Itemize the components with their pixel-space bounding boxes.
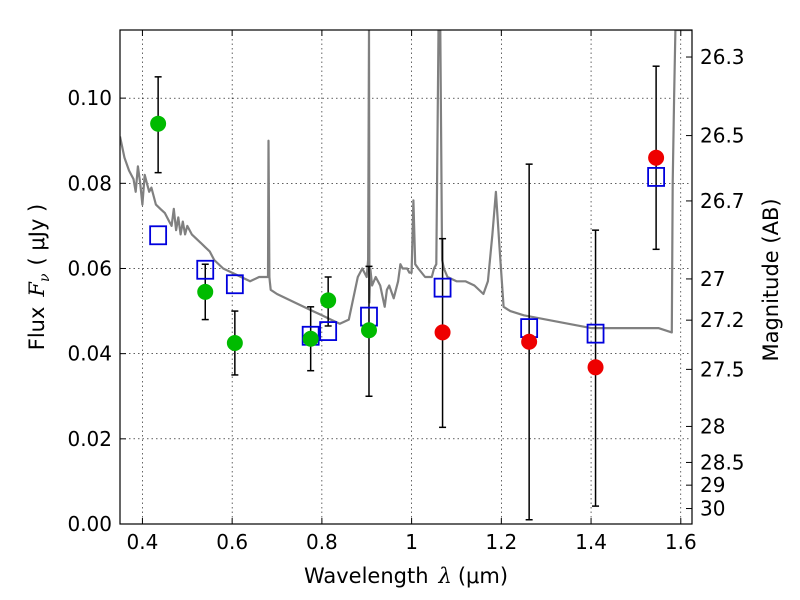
x-tick-label: 1 [405,530,418,554]
red-photometry-point [648,149,665,166]
y2-axis-label: Magnitude (AB) [759,198,783,361]
green-photometry-point [320,292,337,309]
green-photometry-point [197,283,214,300]
y-axis-label: Flux Fν ( μJy ) [25,204,53,350]
green-photometry-point [150,115,167,132]
x-tick-label: 1.4 [575,530,607,554]
red-photometry-point [434,324,451,341]
y-axis-label-unit: ( μJy ) [25,204,49,266]
x-axis-label: Wavelength λ (μm) [304,564,508,588]
x-tick-label: 1.6 [665,530,697,554]
x-tick-label: 0.8 [306,530,338,554]
y-tick-label: 0.06 [67,256,112,280]
red-photometry-point [521,333,538,350]
green-photometry-point [360,322,377,339]
model-square-marker [586,323,605,344]
model-square-marker [433,277,452,298]
x-tick-label: 0.6 [216,530,248,554]
y-tick-label: 0.00 [67,512,112,536]
x-tick-label: 1.2 [485,530,517,554]
mag-tick-label: 26.3 [700,45,745,69]
x-axis-label-unit: (μm) [458,564,508,588]
markers [149,65,666,521]
model-square-marker [647,167,666,187]
green-photometry-point [226,335,243,352]
x-axis-label-symbol: λ [438,564,452,588]
mag-tick-label: 28 [700,414,725,438]
y-axis-label-symbol: F [25,281,49,298]
y-tick-label: 0.08 [67,171,112,195]
mag-tick-label: 29 [700,473,725,497]
x-axis-label-prefix: Wavelength [304,564,429,588]
model-square-marker [149,225,168,246]
y-tick-label: 0.04 [67,342,112,366]
mag-tick-label: 27.2 [700,308,745,332]
y-tick-label: 0.02 [67,427,112,451]
model-spectrum-line [120,30,692,334]
model-square-marker [319,321,338,341]
y-axis-label-prefix: Flux [25,307,49,351]
plot-area [120,30,692,334]
model-square-marker [225,274,244,295]
model-square-marker [196,259,215,280]
mag-tick-label: 26.5 [700,124,745,148]
y-axis-label-subscript: ν [37,273,53,282]
mag-tick-label: 27 [700,267,725,291]
y-tick-label: 0.10 [67,86,112,110]
plot-frame [119,29,693,525]
mag-tick-label: 28.5 [700,450,745,474]
mag-tick-label: 30 [700,497,725,521]
mag-tick-label: 27.5 [700,357,745,381]
mag-tick-label: 26.7 [700,189,745,213]
ticks: 0.4 0.6 0.8 1 1.2 1.4 1.6 0.00 0.02 0.04 0.06 0.08 0… [67,30,745,554]
x-tick-label: 0.4 [127,530,159,554]
red-photometry-point [587,359,604,376]
green-photometry-point [302,330,319,347]
